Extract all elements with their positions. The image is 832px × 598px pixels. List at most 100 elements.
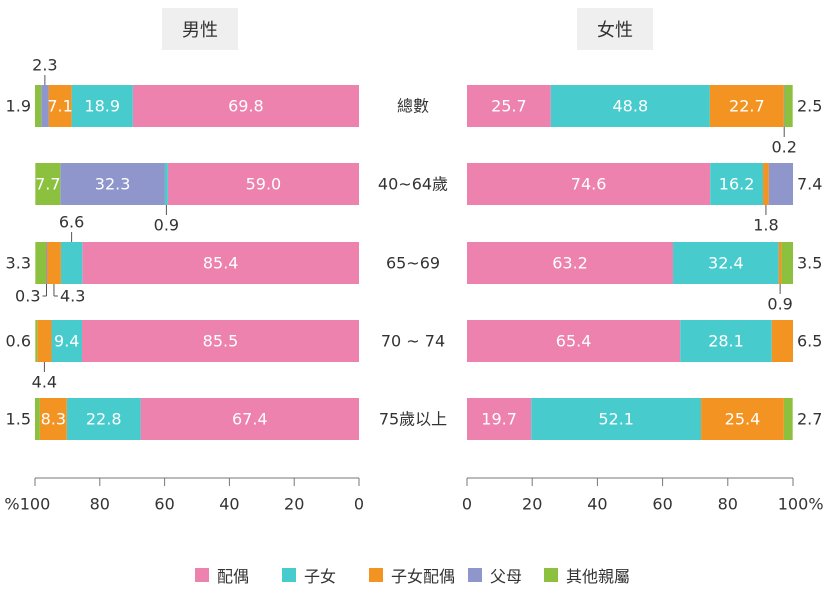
data-label-female: 0.9 — [767, 295, 792, 314]
bar-female-2-children — [673, 242, 779, 284]
data-label-male: 0.3 — [15, 287, 40, 306]
tick-label: 0 — [354, 495, 364, 514]
category-label: 75歲以上 — [379, 410, 447, 429]
bar-female-3-children — [680, 320, 772, 362]
panel-title-male: 男性 — [162, 8, 238, 50]
tick-label: 60 — [154, 495, 174, 514]
bar-female-4-other — [783, 398, 793, 440]
bar-female-1-spouse — [467, 163, 711, 205]
legend-item-other: 其他親屬 — [544, 563, 630, 587]
data-label-female: 32.4 — [708, 254, 744, 273]
tick-label: 100 — [778, 495, 809, 514]
data-label-female: 19.7 — [481, 410, 517, 429]
legend-swatch-other — [544, 568, 558, 582]
bar-male-2-parents — [46, 242, 47, 284]
data-label-female: 52.1 — [598, 410, 634, 429]
legend: 配偶 子女 子女配偶 父母 其他親屬 — [0, 563, 832, 587]
bar-female-0-children_spouse — [709, 85, 784, 127]
data-label-female: 63.2 — [552, 254, 588, 273]
data-label-male: 1.9 — [6, 97, 31, 116]
data-label-male: 1.5 — [6, 410, 31, 429]
data-label-male: 7.7 — [35, 175, 60, 194]
bar-male-0-children — [71, 85, 133, 127]
data-label-male: 32.3 — [95, 175, 131, 194]
bar-male-1-children — [164, 163, 168, 205]
data-label-male: 85.4 — [203, 254, 239, 273]
data-label-female: 25.4 — [725, 410, 761, 429]
bar-female-0-spouse — [467, 85, 551, 127]
data-label-female: 6.5 — [797, 332, 822, 351]
bar-female-2-spouse — [467, 242, 674, 284]
axis-unit-male: % — [4, 495, 19, 514]
legend-label-spouse: 配偶 — [217, 567, 250, 586]
bar-male-2-children — [60, 242, 83, 284]
data-label-female: 28.1 — [708, 332, 744, 351]
bar-male-4-children_spouse — [39, 398, 67, 440]
data-label-male: 7.1 — [47, 97, 72, 116]
tick-label: 100 — [20, 495, 51, 514]
bar-male-0-other — [35, 85, 42, 127]
tick-label: 80 — [90, 495, 110, 514]
bar-female-4-spouse — [467, 398, 532, 440]
legend-item-children: 子女 — [282, 563, 336, 587]
data-label-female: 2.7 — [797, 410, 822, 429]
panel-title-female: 女性 — [577, 8, 653, 50]
data-label-female: 25.7 — [491, 97, 527, 116]
tick-label: 20 — [284, 495, 304, 514]
bar-male-0-spouse — [132, 85, 359, 127]
legend-item-spouse: 配偶 — [195, 563, 249, 587]
data-label-female: 0.2 — [771, 138, 796, 157]
category-label: 65~69 — [386, 254, 440, 273]
bar-male-0-parents — [41, 85, 49, 127]
data-label-male: 2.3 — [32, 56, 57, 75]
data-label-male: 59.0 — [246, 175, 282, 194]
legend-swatch-children-spouse — [369, 568, 383, 582]
data-label-female: 16.2 — [719, 175, 755, 194]
data-label-male: 4.3 — [60, 287, 85, 306]
bar-female-1-children — [710, 163, 764, 205]
bar-male-1-other — [35, 163, 61, 205]
data-label-female: 22.7 — [729, 97, 765, 116]
data-label-male: 69.8 — [228, 97, 264, 116]
data-label-male: 4.4 — [32, 373, 57, 392]
data-label-male: 0.6 — [6, 332, 31, 351]
bar-male-1-spouse — [167, 163, 359, 205]
legend-label-parents: 父母 — [490, 567, 523, 586]
legend-label-children-spouse: 子女配偶 — [391, 567, 456, 586]
tick-label: 0 — [462, 495, 472, 514]
data-label-male: 85.5 — [203, 332, 239, 351]
category-label: 總數 — [397, 97, 429, 116]
bar-female-0-parents — [783, 85, 785, 127]
bar-male-4-other — [35, 398, 40, 440]
data-label-male: 9.4 — [54, 332, 79, 351]
bar-male-2-children_spouse — [46, 242, 61, 284]
data-label-male: 0.9 — [154, 216, 179, 235]
bar-female-0-other — [784, 85, 793, 127]
bar-male-0-children_spouse — [48, 85, 72, 127]
data-label-female: 1.8 — [753, 216, 778, 235]
data-label-female: 3.5 — [797, 254, 822, 273]
bar-male-3-other — [35, 320, 38, 362]
bar-male-4-children — [66, 398, 141, 440]
bar-female-4-children_spouse — [701, 398, 784, 440]
bar-male-2-other — [35, 242, 47, 284]
data-label-male: 6.6 — [59, 213, 84, 232]
data-label-male: 8.3 — [41, 410, 66, 429]
legend-swatch-spouse — [195, 568, 209, 582]
tick-label: 40 — [219, 495, 239, 514]
legend-item-parents: 父母 — [468, 563, 522, 587]
data-label-male: 18.9 — [84, 97, 120, 116]
bar-female-2-other — [781, 242, 793, 284]
legend-swatch-parents — [468, 568, 482, 582]
data-label-female: 2.5 — [797, 97, 822, 116]
category-label: 40~64歲 — [378, 175, 448, 194]
axis-unit-female: % — [808, 495, 823, 514]
tick-label: 80 — [718, 495, 738, 514]
bar-female-0-children — [550, 85, 710, 127]
legend-label-other: 其他親屬 — [566, 567, 631, 586]
data-label-male: 67.4 — [232, 410, 268, 429]
data-label-female: 74.6 — [571, 175, 607, 194]
bar-male-1-parents — [60, 163, 165, 205]
